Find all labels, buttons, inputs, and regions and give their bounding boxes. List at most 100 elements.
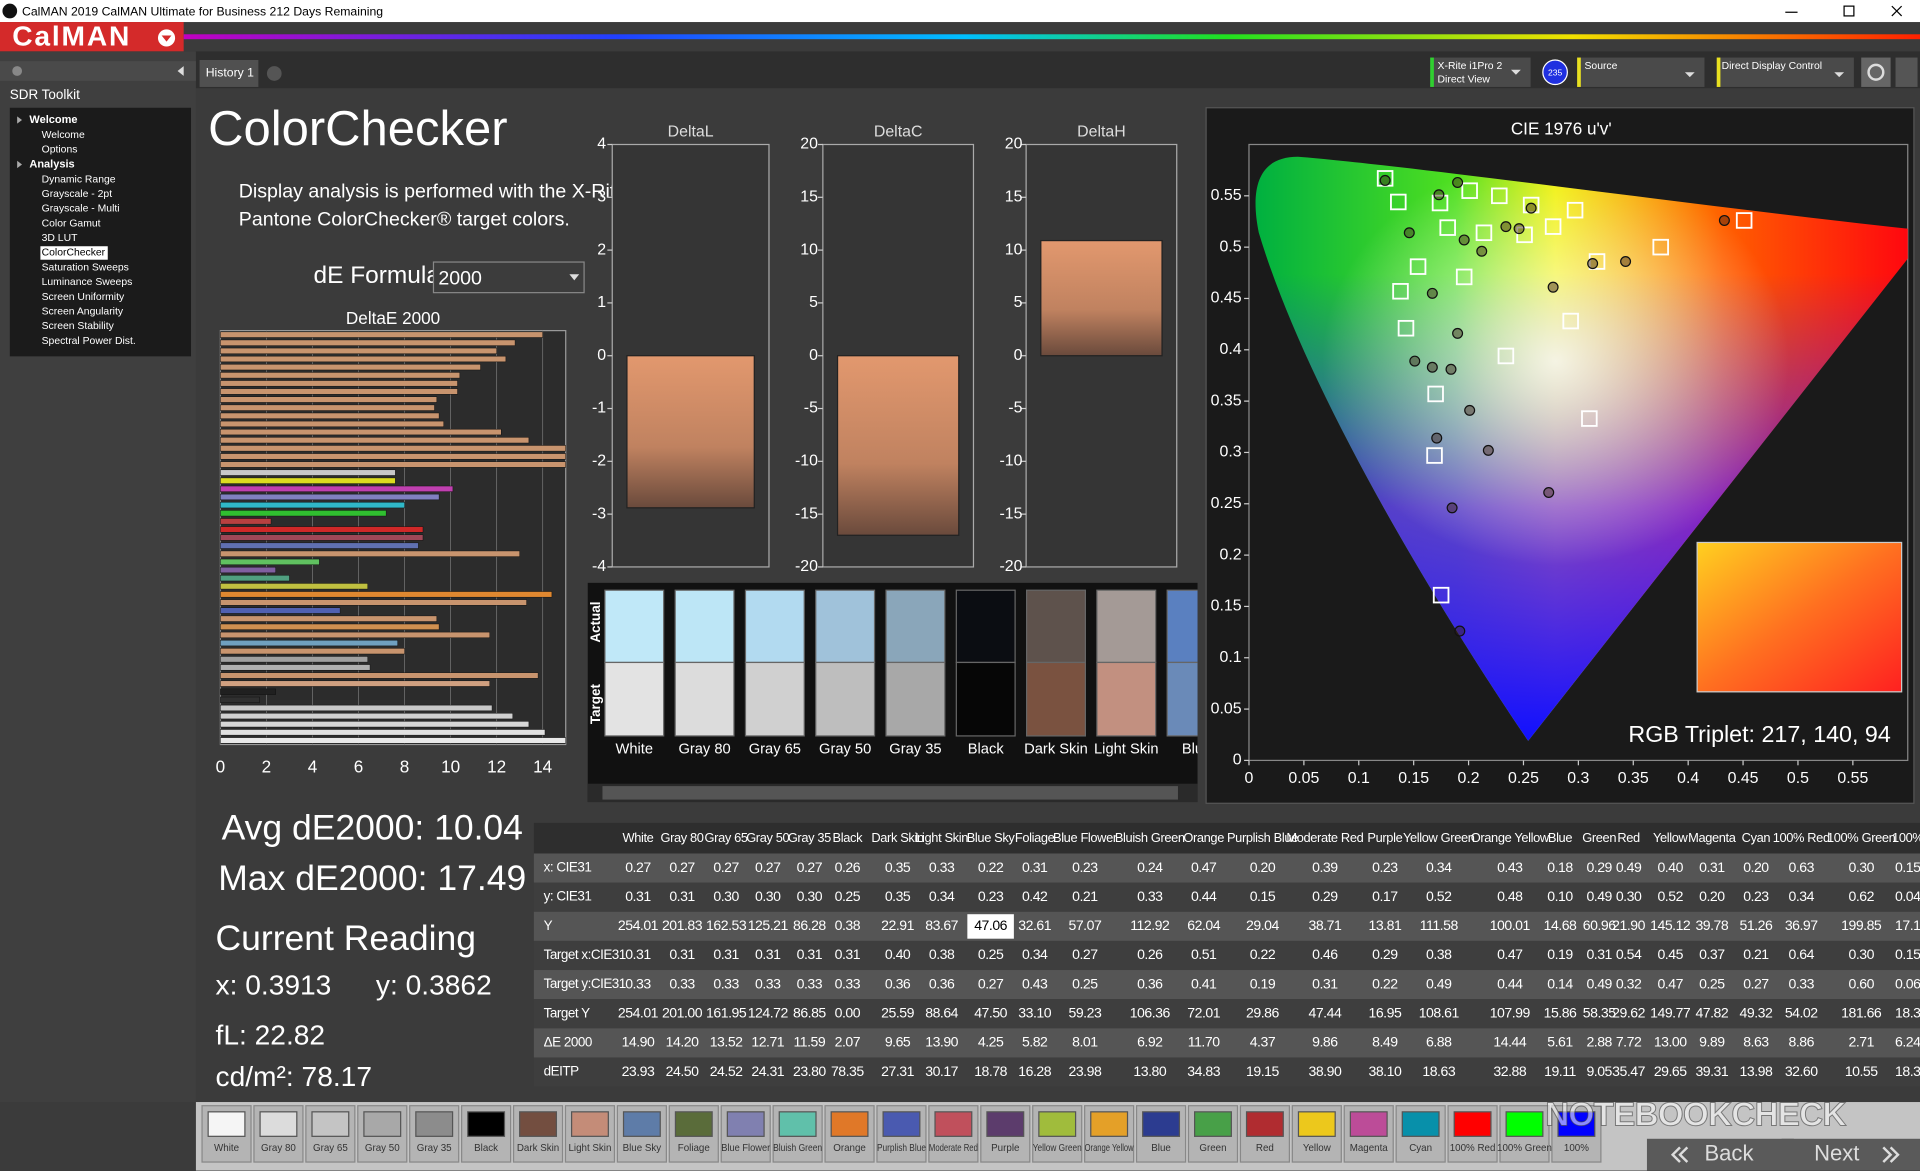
logo-button[interactable] bbox=[0, 22, 184, 52]
scrollbar-thumb[interactable] bbox=[602, 786, 1178, 800]
table-row bbox=[533, 1057, 1920, 1087]
patch-swatch bbox=[1142, 1111, 1181, 1137]
tree-item[interactable]: Screen Uniformity bbox=[42, 292, 125, 303]
column-header: Purplish Blue bbox=[1227, 830, 1298, 845]
patch-label: Blue Flower bbox=[721, 1143, 771, 1154]
table-cell: 124.72 bbox=[748, 1004, 789, 1020]
table-cell: 0.06 bbox=[1895, 975, 1920, 991]
table-cell: 9.86 bbox=[1312, 1034, 1338, 1050]
x-tick-label: 4 bbox=[308, 756, 318, 776]
bar bbox=[220, 599, 527, 606]
settings-button[interactable] bbox=[1861, 57, 1891, 87]
column-header: 100% bbox=[1892, 830, 1920, 845]
table-cell: 11.59 bbox=[794, 1034, 826, 1050]
column-header: Yellow Green bbox=[1403, 830, 1475, 845]
table-cell: 32.61 bbox=[1018, 917, 1051, 933]
y-tick-label: -2 bbox=[592, 453, 606, 470]
row-label: dEITP bbox=[544, 1064, 579, 1079]
panel-toggle[interactable] bbox=[1895, 57, 1918, 87]
measured-point bbox=[1379, 174, 1391, 186]
table-cell: 4.25 bbox=[978, 1034, 1004, 1050]
formula-dropdown[interactable] bbox=[432, 261, 585, 294]
swatch-label: Black bbox=[968, 741, 1005, 757]
tree-group[interactable]: Analysis bbox=[29, 158, 74, 170]
add-tab-button[interactable] bbox=[266, 66, 282, 81]
y-tick-label: 3 bbox=[597, 188, 606, 205]
tree-item[interactable]: ColorChecker bbox=[42, 248, 106, 259]
patch-label: Cyan bbox=[1409, 1143, 1432, 1154]
close-button[interactable] bbox=[1891, 5, 1903, 17]
table-cell: 4.37 bbox=[1250, 1034, 1276, 1050]
tree-item[interactable]: Welcome bbox=[42, 130, 85, 141]
tab[interactable] bbox=[199, 60, 259, 87]
tree-item[interactable]: Screen Angularity bbox=[42, 307, 124, 318]
target-swatch bbox=[744, 661, 805, 737]
formula-value: 2000 bbox=[438, 267, 482, 289]
table-cell: 0.22 bbox=[978, 859, 1004, 875]
tree-item[interactable]: Options bbox=[42, 145, 78, 156]
description: Pantone ColorChecker® target colors. bbox=[239, 209, 570, 231]
patch-label: Bluish Green bbox=[773, 1143, 822, 1154]
patch-swatch bbox=[259, 1111, 298, 1137]
tree-item[interactable]: 3D LUT bbox=[42, 233, 78, 244]
meter-badge[interactable] bbox=[1542, 59, 1568, 86]
reading-y: y: 0.3862 bbox=[376, 969, 492, 1000]
table-row bbox=[533, 882, 1920, 912]
table-cell: 0.43 bbox=[1497, 859, 1523, 875]
table-cell: 18.63 bbox=[1422, 1063, 1455, 1079]
tree-group[interactable]: Welcome bbox=[29, 114, 77, 126]
tree-item[interactable]: Dynamic Range bbox=[42, 174, 116, 185]
tree-item[interactable]: Saturation Sweeps bbox=[42, 262, 129, 273]
patch-swatch bbox=[830, 1111, 869, 1137]
source-selector[interactable] bbox=[1577, 57, 1705, 87]
table-cell: 0.19 bbox=[1250, 975, 1276, 991]
x-tick-label: 0 bbox=[216, 756, 226, 776]
tree-item[interactable]: Screen Stability bbox=[42, 321, 115, 332]
table-cell: 23.93 bbox=[622, 1063, 655, 1079]
back-icon bbox=[1670, 1146, 1689, 1163]
bar bbox=[220, 648, 405, 655]
bar bbox=[836, 355, 960, 536]
source-label: Source bbox=[1584, 61, 1617, 72]
tree-item[interactable]: Luminance Sweeps bbox=[42, 277, 133, 288]
y-tick-label: 0 bbox=[809, 347, 818, 364]
y-tick-label: -5 bbox=[1008, 400, 1022, 417]
table-cell: 8.49 bbox=[1372, 1034, 1398, 1050]
display-selector[interactable] bbox=[1716, 57, 1854, 87]
table-cell: 100.01 bbox=[1490, 917, 1531, 933]
patch-label: Dark Skin bbox=[517, 1143, 559, 1154]
measured-point bbox=[1547, 281, 1559, 293]
table-cell: 38.90 bbox=[1309, 1063, 1342, 1079]
table-cell: 162.53 bbox=[706, 917, 747, 933]
sidebar-collapse[interactable] bbox=[177, 66, 184, 76]
patch-swatch bbox=[1297, 1111, 1336, 1137]
patch-label: Moderate Red bbox=[929, 1143, 978, 1154]
bar bbox=[220, 713, 514, 720]
y-tick-label: 15 bbox=[800, 188, 818, 205]
table-cell: 0.25 bbox=[835, 888, 861, 904]
y-tick-label: 0.5 bbox=[1220, 238, 1242, 255]
table-cell: 0.27 bbox=[713, 859, 739, 875]
meter-status bbox=[1430, 57, 1434, 87]
column-header: Gray 80 bbox=[660, 830, 703, 845]
table-cell: 0.33 bbox=[929, 859, 955, 875]
bar bbox=[220, 696, 260, 703]
table-cell: 125.21 bbox=[748, 917, 789, 933]
tree-item[interactable]: Color Gamut bbox=[42, 218, 101, 229]
bar bbox=[220, 510, 387, 517]
y-tick-label: 5 bbox=[1014, 294, 1023, 311]
tree-item[interactable]: Grayscale - Multi bbox=[42, 204, 120, 215]
tree-item[interactable]: Grayscale - 2pt bbox=[42, 189, 113, 200]
maximize-button[interactable] bbox=[1843, 5, 1855, 17]
bar bbox=[220, 347, 497, 354]
rgb-triplet: RGB Triplet: 217, 140, 94 bbox=[1628, 721, 1890, 747]
patch-swatch bbox=[519, 1111, 558, 1137]
tree-item[interactable]: Spectral Power Dist. bbox=[42, 336, 136, 347]
column-header: 100% Green bbox=[1827, 830, 1896, 845]
table-cell: 27.31 bbox=[881, 1063, 914, 1079]
table-cell: 0.35 bbox=[885, 888, 911, 904]
table-cell: 13.90 bbox=[925, 1034, 958, 1050]
tab-label: History 1 bbox=[206, 66, 254, 80]
table-cell: 78.35 bbox=[831, 1063, 864, 1079]
